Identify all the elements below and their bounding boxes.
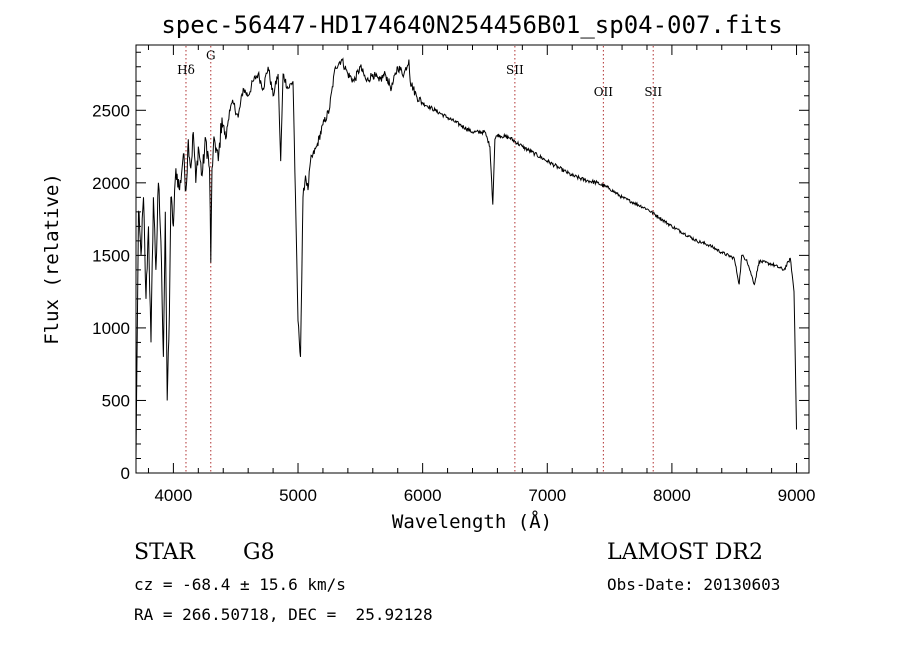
y-tick-label: 500 bbox=[102, 391, 130, 410]
x-axis-label: Wavelength (Å) bbox=[392, 510, 552, 533]
y-axis-label: Flux (relative) bbox=[41, 173, 63, 345]
y-tick-label: 1000 bbox=[92, 319, 130, 338]
plot-frame bbox=[135, 44, 810, 474]
spectral-line-label: SII bbox=[644, 85, 662, 99]
spectral-line-label: Hδ bbox=[177, 63, 195, 77]
spectral-line-label: OII bbox=[594, 85, 614, 99]
x-tick-label: 9000 bbox=[778, 486, 816, 505]
x-tick-label: 4000 bbox=[154, 486, 192, 505]
observation-date: Obs-Date: 20130603 bbox=[607, 575, 781, 594]
cz-velocity: cz = -68.4 ± 15.6 km/s bbox=[134, 575, 346, 594]
spectral-line-label: G bbox=[206, 49, 216, 63]
object-subclass: G8 bbox=[243, 540, 275, 565]
ra-dec-coordinates: RA = 266.50718, DEC = 25.92128 bbox=[134, 605, 433, 624]
survey-name: LAMOST DR2 bbox=[607, 540, 763, 565]
x-tick-label: 7000 bbox=[528, 486, 566, 505]
spectral-line-label: SII bbox=[506, 63, 524, 77]
x-tick-label: 8000 bbox=[653, 486, 691, 505]
y-tick-label: 2000 bbox=[92, 174, 130, 193]
chart-title: spec-56447-HD174640N254456B01_sp04-007.f… bbox=[161, 11, 782, 39]
y-tick-label: 2500 bbox=[92, 101, 130, 120]
spectrum-line bbox=[135, 57, 797, 459]
x-tick-label: 5000 bbox=[279, 486, 317, 505]
y-tick-label: 1500 bbox=[92, 246, 130, 265]
object-class: STAR bbox=[134, 540, 195, 565]
y-tick-label: 0 bbox=[121, 464, 130, 483]
x-tick-label: 6000 bbox=[404, 486, 442, 505]
